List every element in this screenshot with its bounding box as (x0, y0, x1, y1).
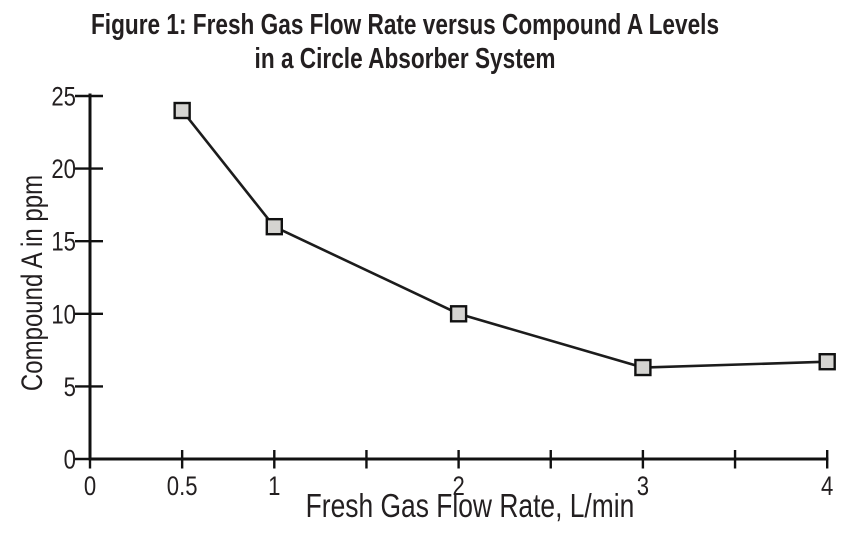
y-tick-label: 15 (51, 228, 76, 258)
y-tick-label: 20 (51, 155, 76, 185)
x-tick-label: 0 (84, 472, 96, 502)
y-tick-label: 25 (51, 83, 76, 113)
x-tick-label: 3 (637, 472, 649, 502)
x-tick-label: 2 (452, 472, 464, 502)
figure-title-line2: in a Circle Absorber System (254, 43, 556, 75)
data-point-marker (265, 217, 283, 236)
data-point-marker (449, 305, 468, 323)
x-axis-title: Fresh Gas Flow Rate, L/min (305, 487, 635, 524)
y-tick-label: 5 (64, 373, 76, 403)
data-point-marker (173, 101, 191, 120)
y-tick-label: 10 (51, 300, 76, 330)
y-tick-label: 0 (64, 446, 76, 476)
data-series-line (181, 109, 828, 369)
x-tick-label: 1 (268, 472, 280, 502)
x-tick-label: 4 (821, 472, 833, 502)
figure-title: Figure 1: Fresh Gas Flow Rate versus Com… (89, 8, 721, 76)
data-point-marker (818, 353, 836, 371)
y-axis-title: Compound A in ppm (16, 174, 49, 392)
figure-title-line1: Figure 1: Fresh Gas Flow Rate versus Com… (90, 9, 720, 41)
data-point-marker (634, 358, 652, 377)
x-tick-label: 0.5 (167, 472, 198, 502)
